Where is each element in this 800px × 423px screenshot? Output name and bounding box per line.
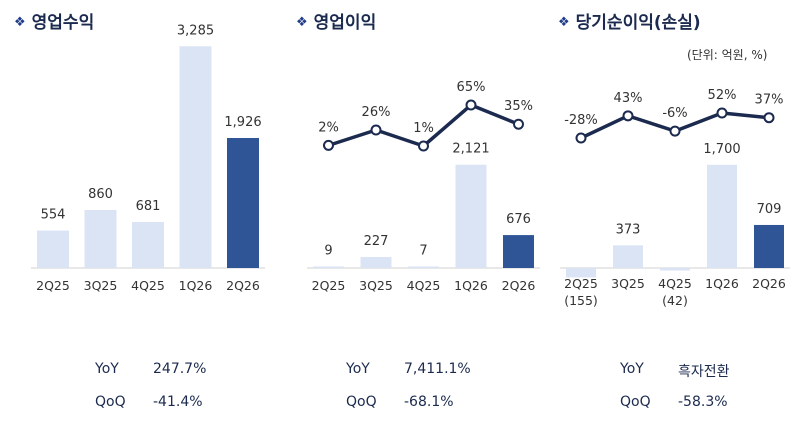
margin-label: 1% <box>413 121 434 136</box>
margin-point <box>465 99 477 111</box>
margin-point <box>575 132 587 144</box>
x-tick-label: 2Q25 <box>564 276 598 291</box>
bar <box>660 268 690 271</box>
panel-title: ❖ 영업수익 <box>14 8 94 33</box>
qoq-label: QoQ <box>620 394 651 410</box>
x-tick-label: 2Q25 <box>312 278 346 293</box>
margin-label: 35% <box>504 99 533 114</box>
x-tick-label: 2Q26 <box>502 278 536 293</box>
qoq-value: -68.1% <box>404 394 454 410</box>
panel-operating-profit: ❖ 영업이익 9 2Q25 227 3Q25 7 4Q25 2,121 1Q26 676 2Q26 2… <box>290 0 540 423</box>
bar <box>503 235 534 268</box>
bar-value-label: 7 <box>419 244 427 259</box>
yoy-label: YoY <box>95 361 119 377</box>
panel-title: ❖ 영업이익 <box>296 8 376 33</box>
bar-value-label: (155) <box>564 293 598 308</box>
operating-profit-chart: 9 2Q25 227 3Q25 7 4Q25 2,121 1Q26 676 2Q26 2% 26% 1%… <box>307 80 540 293</box>
margin-label: 2% <box>318 120 339 135</box>
yoy-label: YoY <box>346 361 370 377</box>
margin-label: 43% <box>614 91 643 106</box>
bar-value-label: 676 <box>506 212 531 227</box>
operating-revenue-chart: 554 2Q25 860 3Q25 681 4Q25 3,285 1Q26 1,926 2Q26 <box>31 23 265 293</box>
bar-value-label: 2,121 <box>452 142 489 157</box>
x-tick-label: 2Q26 <box>226 278 260 293</box>
bar-value-label: (42) <box>662 293 688 308</box>
panel-title-text: 영업수익 <box>31 13 95 33</box>
bar-value-label: 3,285 <box>177 23 214 38</box>
bar-value-label: 1,926 <box>224 115 261 130</box>
margin-point <box>763 112 775 124</box>
panel-title-text: 당기순이익(손실) <box>575 13 701 33</box>
qoq-value: -41.4% <box>153 394 203 410</box>
margin-label: 37% <box>755 93 784 108</box>
bar-value-label: 373 <box>616 222 641 237</box>
diamond-bullet-icon: ❖ <box>296 15 308 30</box>
yoy-stat: YoY 흑자전환 <box>620 361 730 380</box>
bar <box>313 266 344 268</box>
bar <box>455 164 487 268</box>
bar-value-label: 9 <box>324 244 332 259</box>
bar-value-label: 860 <box>88 187 113 202</box>
x-tick-label: 2Q25 <box>36 278 70 293</box>
qoq-stat: QoQ -68.1% <box>346 394 454 410</box>
bar <box>754 224 784 268</box>
margin-label: 52% <box>708 88 737 103</box>
panel-operating-revenue: ❖ 영업수익 554 2Q25 860 3Q25 681 4Q25 3,285 1Q26 1,92… <box>0 0 265 423</box>
bar <box>613 245 643 268</box>
qoq-stat: QoQ -41.4% <box>95 394 203 410</box>
diamond-bullet-icon: ❖ <box>14 15 26 30</box>
margin-point <box>622 110 634 122</box>
bar-value-label: 681 <box>136 199 161 214</box>
bar <box>707 164 737 268</box>
bar <box>566 268 596 278</box>
bar <box>227 137 259 268</box>
panel-title-text: 영업이익 <box>313 13 377 33</box>
x-tick-label: 1Q26 <box>454 278 488 293</box>
qoq-value: -58.3% <box>678 394 728 410</box>
margin-point <box>370 124 382 136</box>
x-tick-label: 4Q25 <box>131 278 165 293</box>
bar-value-label: 709 <box>757 202 782 217</box>
x-tick-label: 3Q25 <box>611 276 645 291</box>
bar-value-label: 1,700 <box>703 142 740 157</box>
bar <box>360 256 392 268</box>
x-tick-label: 1Q26 <box>705 276 739 291</box>
bar-value-label: 554 <box>41 208 66 223</box>
yoy-stat: YoY 247.7% <box>95 361 206 377</box>
yoy-value: 흑자전환 <box>678 364 730 380</box>
x-tick-label: 3Q25 <box>84 278 118 293</box>
bar <box>37 230 69 268</box>
net-income-chart: 2Q25 (155) 373 3Q25 4Q25 (42) 1,700 1Q26 709 2Q26… <box>560 88 790 308</box>
panel-net-income: ❖ 당기순이익(손실) (단위: 억원, %) 2Q25 (155) 373 3Q25 4… <box>550 0 800 423</box>
bar <box>132 222 164 268</box>
x-tick-label: 2Q26 <box>752 276 786 291</box>
bar-value-label: 227 <box>364 234 389 249</box>
diamond-bullet-icon: ❖ <box>558 15 570 30</box>
bar <box>408 266 439 268</box>
panel-title: ❖ 당기순이익(손실) <box>558 8 701 33</box>
x-tick-label: 3Q25 <box>359 278 393 293</box>
bar <box>84 209 117 268</box>
margin-point <box>513 118 524 130</box>
margin-label: 65% <box>457 80 486 95</box>
margin-label: -28% <box>564 113 598 128</box>
unit-note: (단위: 억원, %) <box>687 48 768 62</box>
margin-label: 26% <box>362 105 391 120</box>
qoq-stat: QoQ -58.3% <box>620 394 728 410</box>
qoq-label: QoQ <box>95 394 126 410</box>
margin-point <box>716 107 728 119</box>
bar <box>179 46 212 269</box>
yoy-stat: YoY 7,411.1% <box>346 361 471 377</box>
margin-label: -6% <box>662 106 687 121</box>
margin-point <box>418 140 429 152</box>
x-tick-label: 4Q25 <box>407 278 441 293</box>
yoy-value: 247.7% <box>153 361 207 377</box>
x-tick-label: 4Q25 <box>658 276 692 291</box>
yoy-label: YoY <box>620 361 644 377</box>
qoq-label: QoQ <box>346 394 377 410</box>
x-tick-label: 1Q26 <box>179 278 213 293</box>
margin-point <box>323 139 334 151</box>
yoy-value: 7,411.1% <box>404 361 471 377</box>
margin-point <box>669 125 681 137</box>
